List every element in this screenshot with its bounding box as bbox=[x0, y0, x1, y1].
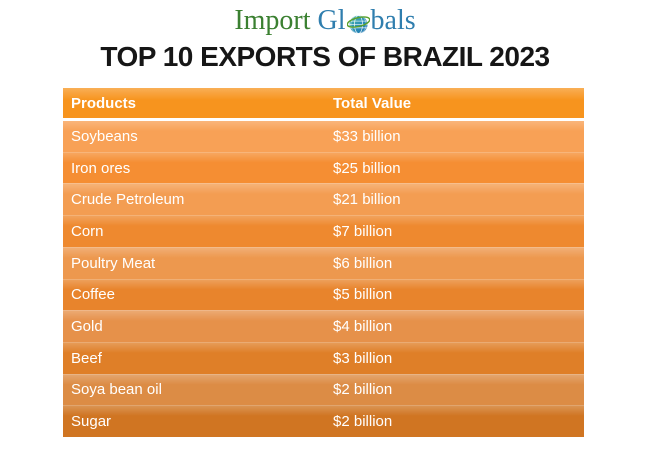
page-title: TOP 10 EXPORTS OF BRAZIL 2023 bbox=[100, 41, 550, 72]
table-row: Iron ores $25 billion bbox=[63, 151, 584, 184]
value-cell: $21 billion bbox=[333, 191, 401, 209]
value-cell: $6 billion bbox=[333, 254, 393, 272]
table-header-row: Products Total Value bbox=[63, 88, 584, 118]
logo: Import Gl bals bbox=[0, 4, 650, 38]
value-cell: $33 billion bbox=[333, 127, 401, 145]
table-body: Soybeans $33 billion Iron ores $25 billion C… bbox=[63, 121, 584, 438]
product-cell: Coffee bbox=[71, 286, 115, 304]
table-row: Beef $3 billion bbox=[63, 341, 584, 374]
table-row: Coffee $5 billion bbox=[63, 278, 584, 311]
globe-icon bbox=[346, 14, 370, 34]
value-cell: $5 billion bbox=[333, 286, 393, 304]
exports-table: Products Total Value Soybeans $33 billion… bbox=[63, 88, 584, 438]
product-cell: Corn bbox=[71, 222, 104, 240]
table-row: Gold $4 billion bbox=[63, 310, 584, 342]
value-cell: $25 billion bbox=[333, 159, 401, 177]
table-row: Poultry Meat $6 billion bbox=[63, 246, 584, 279]
product-cell: Beef bbox=[71, 349, 102, 367]
value-cell: $7 billion bbox=[333, 222, 393, 240]
header-separator bbox=[63, 118, 584, 121]
table-row: Sugar $2 billion bbox=[63, 405, 584, 438]
product-cell: Gold bbox=[71, 318, 103, 336]
product-cell: Crude Petroleum bbox=[71, 191, 185, 209]
product-cell: Poultry Meat bbox=[71, 254, 156, 272]
value-cell: $3 billion bbox=[333, 349, 393, 367]
table-row: Soya bean oil $2 billion bbox=[63, 373, 584, 406]
logo-text-gl: Gl bbox=[317, 5, 346, 36]
logo-text-bals: bals bbox=[370, 5, 416, 36]
product-cell: Soya bean oil bbox=[71, 381, 162, 399]
value-cell: $2 billion bbox=[333, 381, 393, 399]
logo-text-import: Import bbox=[234, 5, 318, 36]
value-cell: $4 billion bbox=[333, 318, 393, 336]
table-row: Crude Petroleum $21 billion bbox=[63, 183, 584, 216]
product-cell: Soybeans bbox=[71, 127, 138, 145]
value-cell: $2 billion bbox=[333, 413, 393, 431]
column-header-products: Products bbox=[71, 94, 137, 112]
column-header-total-value: Total Value bbox=[333, 94, 412, 112]
table-row: Corn $7 billion bbox=[63, 215, 584, 247]
table-row: Soybeans $33 billion bbox=[63, 121, 584, 152]
product-cell: Sugar bbox=[71, 413, 112, 431]
product-cell: Iron ores bbox=[71, 159, 131, 177]
